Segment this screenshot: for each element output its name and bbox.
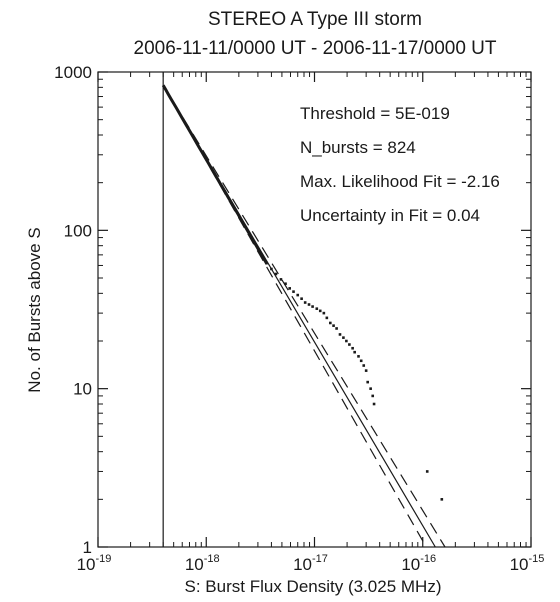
data-point <box>270 267 273 271</box>
data-points-tail <box>265 261 444 501</box>
data-point <box>296 293 300 297</box>
data-point <box>332 324 335 327</box>
data-point <box>303 301 307 304</box>
data-point <box>353 350 356 354</box>
data-point <box>440 498 444 501</box>
fit-uncertainty-lower <box>162 84 446 548</box>
x-tick-label: 10-18 <box>185 553 220 574</box>
data-point <box>315 307 319 310</box>
x-tick-label: 10-17 <box>293 553 328 574</box>
data-point <box>307 303 311 306</box>
x-tick-exponent: -19 <box>96 553 112 565</box>
chart-title: STEREO A Type III storm <box>208 9 422 30</box>
data-point <box>279 278 283 281</box>
x-tick-exponent: -16 <box>420 553 436 565</box>
x-axis-label: S: Burst Flux Density (3.025 MHz) <box>185 577 442 596</box>
data-point <box>325 316 329 320</box>
data-point <box>274 272 278 276</box>
data-point <box>425 470 429 473</box>
x-tick-exponent: -17 <box>312 553 328 565</box>
data-point <box>357 355 360 358</box>
y-tick-label: 100 <box>64 221 92 240</box>
data-point <box>284 282 287 286</box>
data-point <box>300 297 303 301</box>
fit-uncertainty-upper <box>162 85 427 548</box>
annotation-uncertainty: Uncertainty in Fit = 0.04 <box>300 206 480 225</box>
fit-annotations: Threshold = 5E-019 N_bursts = 824 Max. L… <box>300 104 500 225</box>
data-point <box>362 364 366 367</box>
x-tick-base: 10 <box>293 555 312 574</box>
data-point <box>372 402 376 406</box>
data-point <box>364 369 368 372</box>
x-tick-base: 10 <box>185 555 204 574</box>
y-tick-label: 1000 <box>54 63 92 82</box>
y-axis-ticks: 1 10 100 1000 <box>54 63 531 557</box>
data-point <box>351 346 354 350</box>
x-tick-base: 10 <box>510 555 529 574</box>
data-point <box>311 305 314 308</box>
data-point <box>288 287 291 290</box>
data-point <box>359 359 363 363</box>
data-point <box>345 339 348 343</box>
data-point <box>369 387 372 390</box>
x-tick-exponent: -15 <box>529 553 545 565</box>
data-point <box>338 333 342 336</box>
x-tick-exponent: -18 <box>204 553 220 565</box>
annotation-threshold: Threshold = 5E-019 <box>300 104 450 123</box>
data-point <box>348 343 351 346</box>
data-point <box>366 380 369 384</box>
data-point <box>371 394 375 398</box>
y-tick-label: 1 <box>83 538 92 557</box>
data-point <box>322 311 326 315</box>
data-point <box>318 309 322 313</box>
data-point <box>292 290 295 293</box>
annotation-max-likelihood: Max. Likelihood Fit = -2.16 <box>300 172 500 191</box>
x-tick-label: 10-15 <box>510 553 545 574</box>
chart-subtitle: 2006-11-11/0000 UT - 2006-11-17/0000 UT <box>134 38 497 59</box>
annotation-n-bursts: N_bursts = 824 <box>300 138 416 157</box>
data-points-dense <box>161 84 268 264</box>
x-tick-base: 10 <box>401 555 420 574</box>
data-point <box>342 336 345 339</box>
y-tick-label: 10 <box>73 380 92 399</box>
data-point <box>265 261 268 265</box>
y-axis-label: No. of Bursts above S <box>25 227 44 392</box>
data-point <box>329 321 332 325</box>
x-tick-base: 10 <box>77 555 96 574</box>
x-tick-label: 10-19 <box>77 553 112 574</box>
x-axis-ticks: 10-19 10-18 10-17 10-16 10-15 <box>77 72 545 574</box>
data-point <box>335 327 338 330</box>
x-tick-label: 10-16 <box>401 553 436 574</box>
